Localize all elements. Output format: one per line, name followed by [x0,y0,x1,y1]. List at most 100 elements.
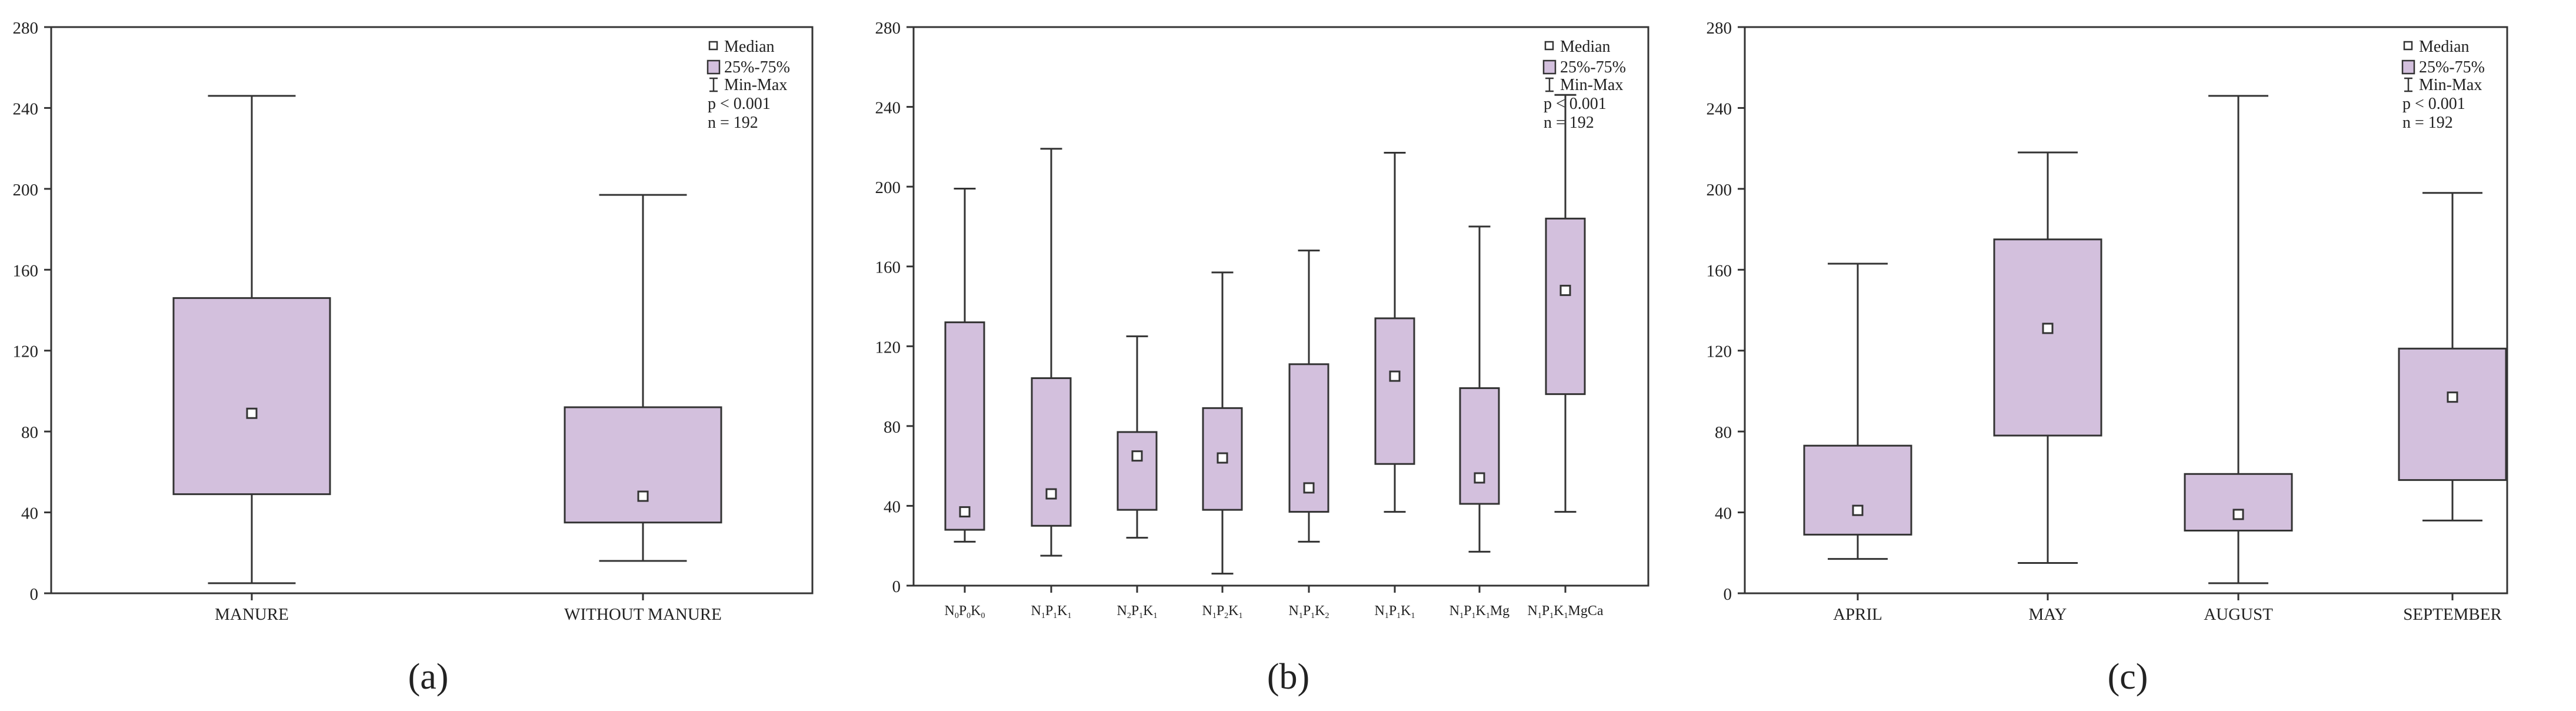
x-tick-label: N1P2K1 [1202,603,1242,620]
y-tick-label: 280 [875,19,901,38]
y-tick-label: 240 [1707,99,1732,118]
box-5 [1288,250,1329,543]
x-tick-label: MANURE [215,605,289,624]
label-part: 0 [981,612,985,620]
legend-median-label: Median [1560,38,1611,56]
y-tick-label: 240 [875,99,901,118]
median-marker [2232,509,2244,520]
label-part: 1 [1411,612,1415,620]
label-part: 1 [1239,612,1243,620]
label-part: 1 [1068,612,1072,620]
chart-panel-c: 0 40 80 120 160 200 240 280 APRIL MAY AUGUST SEPTEM… [1707,19,2508,697]
iqr-box [2184,473,2293,531]
x-tick-label: N1P1K2 [1288,603,1329,620]
label-part: P [1303,603,1311,619]
x-tick-label: N1P1K1MgCa [1527,603,1603,620]
legend-n: n = 192 [708,114,758,132]
y-tick-label: 160 [875,258,901,277]
label-part: 1 [1053,612,1057,620]
y-tick-label: 280 [1707,19,1732,38]
median-marker [959,506,971,518]
label-part: N [1527,603,1537,619]
median-marker [2447,391,2458,403]
panel-label: (a) [408,657,449,697]
iqr-box [944,321,985,531]
iqr-box [1374,317,1415,465]
legend-box-label: 25%-75% [724,58,790,77]
label-part: P [1045,603,1053,619]
y-tick-label: 40 [1715,504,1732,523]
x-tick-label: SEPTEMBER [2403,605,2502,624]
iqr-box [564,406,722,524]
label-part: P [1131,603,1139,619]
x-tick-label: N0P0K0 [944,603,985,620]
label-part: 2 [1224,612,1228,620]
legend-median-marker [2403,41,2413,51]
label-part: 0 [967,612,971,620]
x-tick-label: WITHOUT MANURE [564,605,722,624]
y-tick-label: 120 [1707,343,1732,361]
box-1 [172,95,331,584]
legend-box-marker [1542,59,1557,75]
label-part: 1 [1538,612,1542,620]
label-part: K [971,603,981,619]
legend-median-label: Median [2419,38,2470,56]
box-2 [564,194,722,562]
label-part: 1 [1459,612,1464,620]
label-part: N [1449,603,1459,619]
label-part: 1 [1154,612,1158,620]
label-part: K [1057,603,1068,619]
label-part: 1 [1486,612,1490,620]
label-part: P [1389,603,1397,619]
legend-p-value: p < 0.001 [708,95,771,113]
legend-box-label: 25%-75% [1560,58,1626,77]
label-part: P [1542,603,1549,619]
median-marker [1045,488,1057,500]
median-marker [246,407,258,419]
median-marker [1474,472,1485,484]
y-tick-label: 0 [30,585,39,604]
label-part: K [1228,603,1239,619]
x-tick-label: N2P1K1 [1117,603,1157,620]
label-part: 1 [1299,612,1303,620]
legend-whisker-label: Min-Max [1560,76,1623,94]
box-7 [1459,225,1500,553]
y-tick-label: 200 [875,178,901,197]
legend-n: n = 192 [2402,114,2453,132]
median-marker [1559,284,1571,296]
label-part: N [1031,603,1041,619]
y-tick-label: 0 [892,577,901,596]
label-part: 1 [1385,612,1389,620]
label-part: 1 [1041,612,1045,620]
y-tick-label: 120 [13,343,39,361]
label-part: 0 [955,612,959,620]
label-part: K [1401,603,1411,619]
iqr-box [1459,387,1500,505]
plot-frame [50,26,814,594]
label-part: N [1117,603,1127,619]
label-part: 1 [1397,612,1401,620]
iqr-box [1031,377,1072,527]
legend-p-value: p < 0.001 [2402,95,2465,113]
label-part: MgCa [1568,603,1604,619]
iqr-box [2398,347,2507,481]
x-tick-label: MAY [2028,605,2067,624]
x-tick-label: N1P1K1Mg [1449,603,1509,620]
legend-box-label: 25%-75% [2419,58,2485,77]
box-1 [1803,263,1912,560]
median-marker [637,490,649,502]
label-part: Mg [1490,603,1509,619]
iqr-box [172,297,331,496]
median-marker [1852,504,1864,516]
box-8 [1545,94,1586,513]
y-tick-label: 80 [884,418,901,437]
label-part: 1 [1472,612,1476,620]
label-part: 1 [1139,612,1143,620]
y-tick-label: 200 [13,181,39,200]
chart-panel-a: 0 40 80 120 160 200 240 280 MANURE WITHOUT MANURE… [13,19,814,697]
box-3 [1117,335,1158,539]
box-6 [1374,152,1415,513]
